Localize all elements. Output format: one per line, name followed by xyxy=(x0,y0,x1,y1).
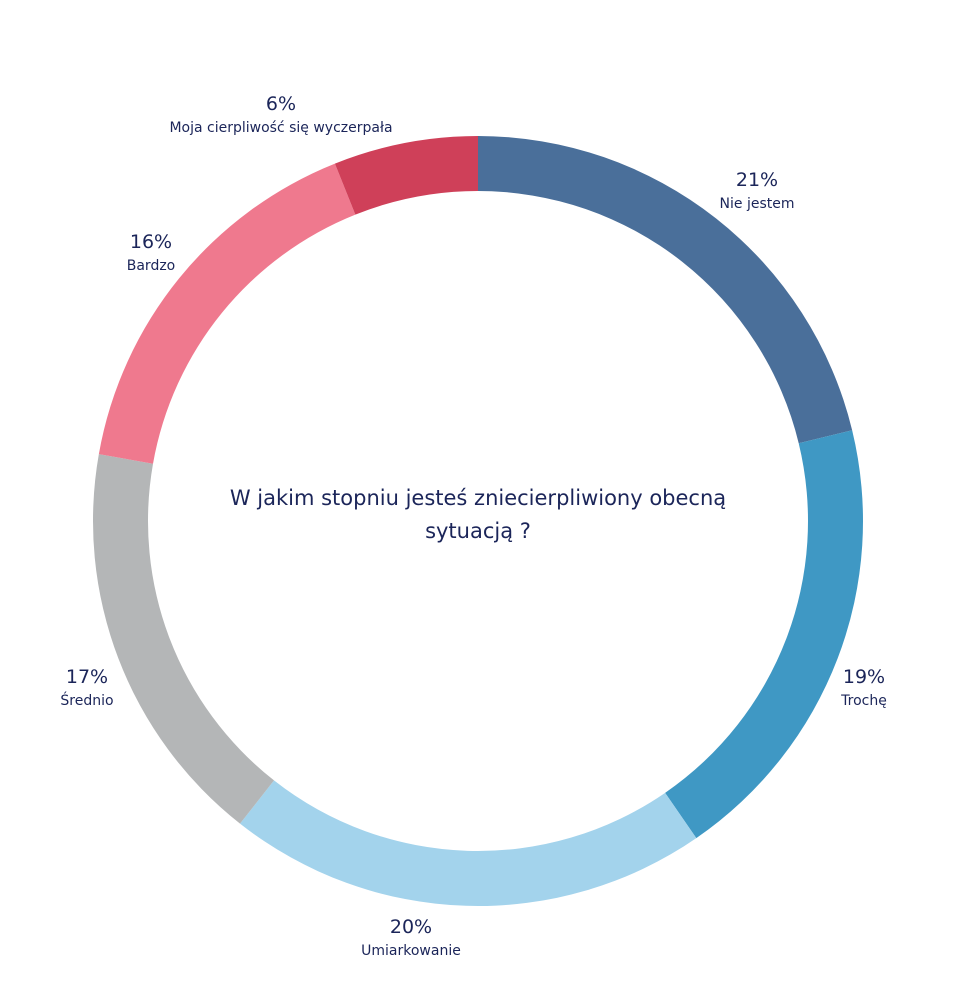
donut-slice-1 xyxy=(665,430,863,839)
slice-value-label: 19% xyxy=(842,666,886,688)
slice-category-label: Średnio xyxy=(60,693,114,709)
slice-label: 19% Trochę xyxy=(841,665,887,711)
donut-slice-4 xyxy=(98,163,356,464)
slice-category-label: Umiarkowanie xyxy=(361,943,461,959)
slice-label: 20% Umiarkowanie xyxy=(361,915,461,961)
donut-slice-3 xyxy=(92,454,275,824)
slice-category-label: Trochę xyxy=(841,693,887,709)
slice-value-label: 6% xyxy=(265,93,297,115)
slice-category-label: Nie jestem xyxy=(719,196,795,212)
chart-title: W jakim stopniu jesteś zniecierpliwiony … xyxy=(229,486,727,543)
slice-value-label: 21% xyxy=(735,169,779,191)
slice-label: 6% Moja cierpliwość się wyczerpała xyxy=(169,92,392,138)
donut-slice-0 xyxy=(478,136,853,444)
slice-label: 17% Średnio xyxy=(60,665,113,711)
slice-value-label: 16% xyxy=(129,231,173,253)
slice-value-label: 20% xyxy=(389,916,433,938)
slice-value-label: 17% xyxy=(65,666,109,688)
donut-slice-5 xyxy=(334,136,478,215)
slice-label: 21% Nie jestem xyxy=(720,168,795,214)
donut-slice-2 xyxy=(240,780,697,906)
slice-category-label: Moja cierpliwość się wyczerpała xyxy=(169,120,393,136)
slice-category-label: Bardzo xyxy=(126,258,176,274)
slice-label: 16% Bardzo xyxy=(127,230,176,276)
